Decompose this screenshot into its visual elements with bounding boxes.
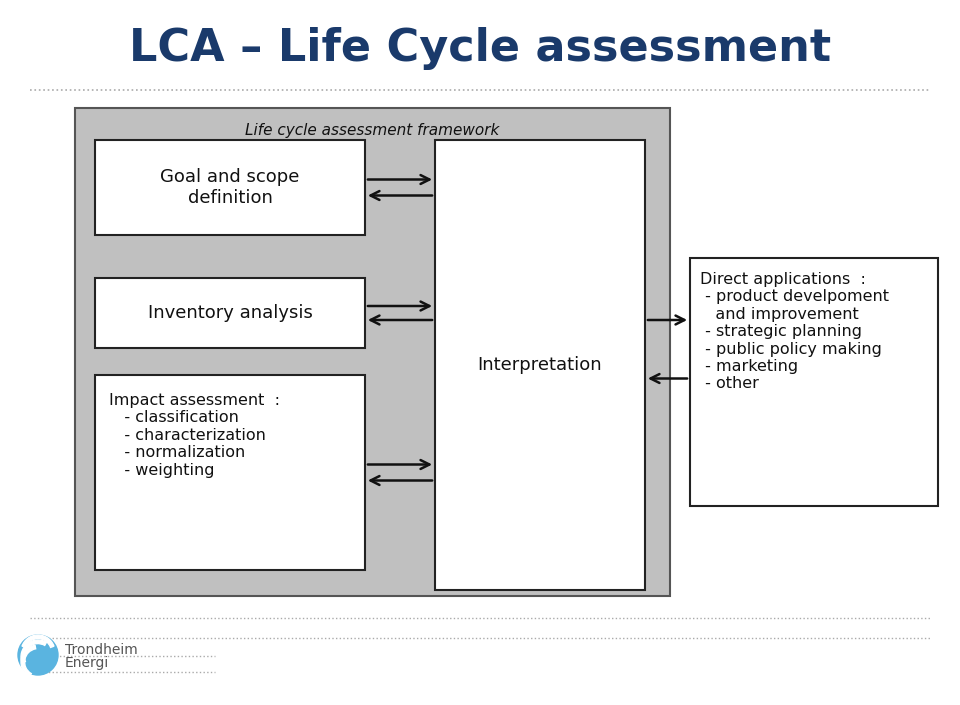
Wedge shape — [22, 635, 54, 647]
Bar — [75, 108, 670, 596]
Circle shape — [18, 635, 58, 675]
Wedge shape — [21, 645, 36, 677]
Text: Life cycle assessment framework: Life cycle assessment framework — [246, 123, 500, 137]
Bar — [435, 140, 645, 590]
Bar — [690, 258, 938, 506]
Text: Impact assessment  :
   - classification
   - characterization
   - normalizatio: Impact assessment : - classification - c… — [109, 393, 280, 477]
Text: LCA – Life Cycle assessment: LCA – Life Cycle assessment — [129, 27, 831, 70]
Bar — [95, 278, 365, 348]
Wedge shape — [21, 640, 46, 663]
Text: Direct applications  :
 - product develpoment
   and improvement
 - strategic pl: Direct applications : - product develpom… — [700, 272, 889, 391]
Bar — [95, 375, 365, 570]
Bar — [95, 140, 365, 235]
Text: Trondheim: Trondheim — [65, 643, 137, 657]
Text: Inventory analysis: Inventory analysis — [148, 304, 312, 322]
Text: Interpretation: Interpretation — [478, 356, 602, 374]
Text: Goal and scope
definition: Goal and scope definition — [160, 168, 300, 207]
Text: Energi: Energi — [65, 656, 109, 670]
